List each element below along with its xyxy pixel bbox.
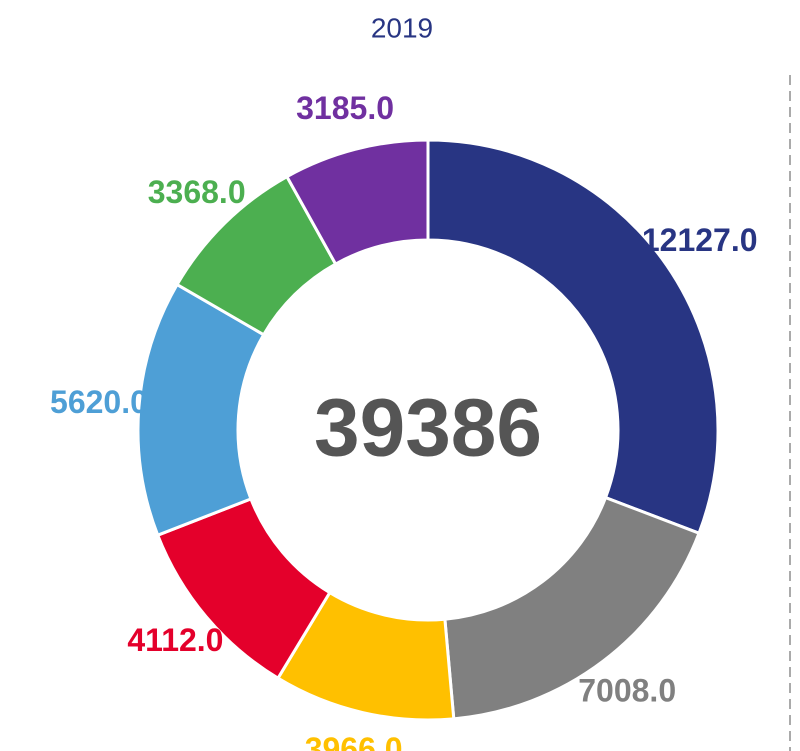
value-label: 5620.0 — [50, 384, 148, 420]
value-label: 4112.0 — [127, 622, 223, 658]
slice — [426, 138, 720, 536]
value-label: 3368.0 — [148, 174, 246, 210]
slice — [284, 138, 430, 267]
value-label: 3966.0 — [305, 731, 403, 751]
center-total: 39386 — [314, 383, 542, 474]
value-label: 12127.0 — [642, 222, 758, 258]
value-label: 7008.0 — [578, 673, 676, 709]
chart-title: 2019 — [371, 12, 433, 43]
value-label: 3185.0 — [296, 90, 394, 126]
